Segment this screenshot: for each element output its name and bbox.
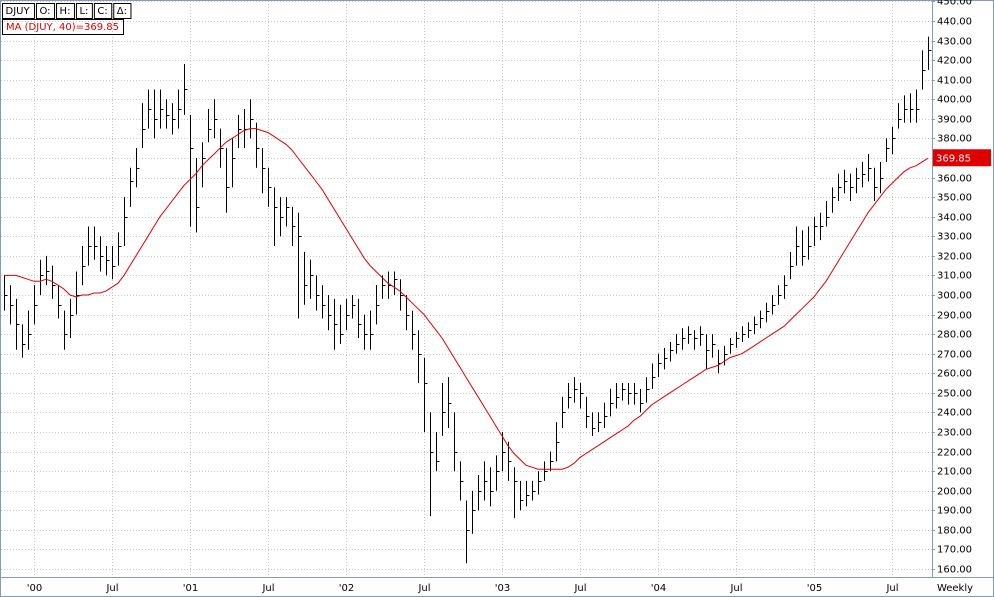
field-box [35, 3, 56, 19]
field-label: Δ: [117, 6, 127, 17]
x-tick-label: Jul [105, 583, 118, 594]
y-tick-label: 320.00 [937, 252, 972, 263]
x-tick-label: '04 [651, 583, 666, 594]
legend-label: MA (DJUY, 40)=369.85 [6, 22, 119, 33]
y-tick-label: 180.00 [937, 526, 972, 537]
y-tick-label: 380.00 [937, 134, 972, 145]
x-tick-label: Jul [885, 583, 898, 594]
y-tick-label: 160.00 [937, 565, 972, 576]
y-tick-label: 230.00 [937, 428, 972, 439]
y-tick-label: 360.00 [937, 174, 972, 185]
field-box [113, 3, 132, 19]
x-tick-label: '05 [807, 583, 822, 594]
ma-line [4, 128, 929, 470]
x-tick-label: Jul [729, 583, 742, 594]
y-tick-label: 170.00 [937, 545, 972, 556]
y-tick-label: 260.00 [937, 369, 972, 380]
x-tick-label: Jul [261, 583, 274, 594]
y-tick-label: 400.00 [937, 95, 972, 106]
field-box [93, 3, 113, 19]
y-tick-label: 340.00 [937, 213, 972, 224]
y-tick-label: 280.00 [937, 330, 972, 341]
y-tick-label: 290.00 [937, 311, 972, 322]
y-tick-label: 410.00 [937, 76, 972, 87]
y-tick-label: 270.00 [937, 350, 972, 361]
y-tick-label: 440.00 [937, 17, 972, 28]
y-tick-label: 300.00 [937, 291, 972, 302]
period-label: Weekly [937, 583, 973, 594]
y-tick-label: 330.00 [937, 232, 972, 243]
field-box [56, 3, 75, 19]
y-tick-label: 350.00 [937, 193, 972, 204]
x-tick-label: '01 [183, 583, 198, 594]
last-value-label: 369.85 [936, 153, 971, 164]
y-tick-label: 250.00 [937, 389, 972, 400]
y-tick-label: 390.00 [937, 115, 972, 126]
x-tick-label: Jul [573, 583, 586, 594]
field-label: H: [60, 6, 71, 17]
y-tick-label: 240.00 [937, 408, 972, 419]
x-tick-label: '02 [339, 583, 354, 594]
x-tick-label: Jul [417, 583, 430, 594]
field-label: L: [79, 6, 88, 17]
x-tick-label: '00 [27, 583, 42, 594]
y-tick-label: 450.00 [937, 0, 972, 8]
x-tick-label: '03 [495, 583, 510, 594]
field-label: O: [39, 6, 50, 17]
field-box [2, 3, 35, 19]
y-tick-label: 310.00 [937, 271, 972, 282]
y-tick-label: 190.00 [937, 506, 972, 517]
y-tick-label: 210.00 [937, 467, 972, 478]
y-tick-label: 430.00 [937, 37, 972, 48]
field-label: DJUY [6, 6, 31, 17]
y-tick-label: 420.00 [937, 56, 972, 67]
y-tick-label: 200.00 [937, 487, 972, 498]
field-label: C: [97, 6, 107, 17]
last-value-box [933, 149, 991, 167]
legend-box [2, 19, 124, 35]
field-box [75, 3, 93, 19]
y-tick-label: 220.00 [937, 448, 972, 459]
